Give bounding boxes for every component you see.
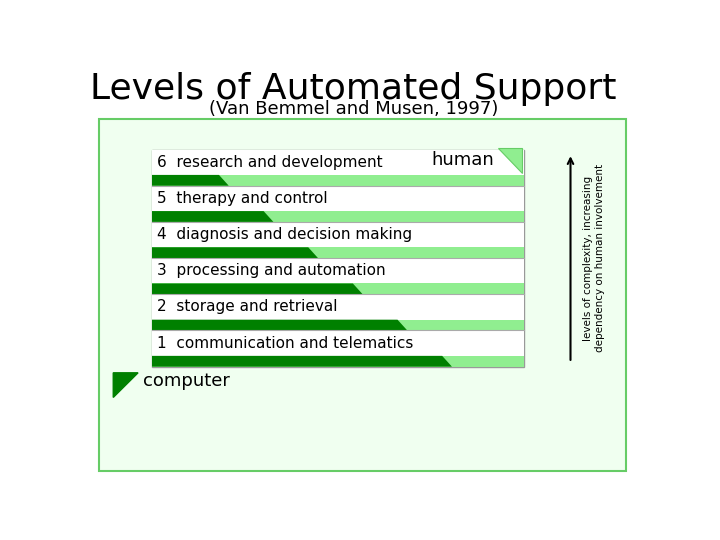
Polygon shape [152, 356, 452, 367]
Polygon shape [152, 247, 318, 258]
FancyBboxPatch shape [152, 258, 524, 284]
Text: 5  therapy and control: 5 therapy and control [157, 191, 328, 206]
Text: human: human [431, 151, 494, 169]
Polygon shape [498, 148, 523, 173]
FancyBboxPatch shape [152, 175, 524, 186]
Text: 4  diagnosis and decision making: 4 diagnosis and decision making [157, 227, 412, 242]
Text: 2  storage and retrieval: 2 storage and retrieval [157, 300, 337, 314]
Text: (Van Bemmel and Musen, 1997): (Van Bemmel and Musen, 1997) [209, 100, 498, 118]
Polygon shape [152, 320, 408, 330]
FancyBboxPatch shape [152, 330, 524, 356]
FancyBboxPatch shape [152, 150, 524, 175]
Text: 6  research and development: 6 research and development [157, 154, 382, 170]
FancyBboxPatch shape [152, 150, 524, 367]
Text: computer: computer [143, 373, 230, 390]
FancyBboxPatch shape [152, 284, 524, 294]
FancyBboxPatch shape [152, 222, 524, 247]
Text: 3  processing and automation: 3 processing and automation [157, 264, 385, 278]
Polygon shape [152, 211, 274, 222]
FancyBboxPatch shape [152, 320, 524, 330]
Polygon shape [152, 175, 229, 186]
FancyBboxPatch shape [99, 119, 626, 471]
Text: Levels of Automated Support: Levels of Automated Support [90, 72, 617, 106]
FancyBboxPatch shape [152, 294, 524, 320]
FancyBboxPatch shape [152, 211, 524, 222]
Text: 1  communication and telematics: 1 communication and telematics [157, 336, 413, 350]
Polygon shape [113, 373, 138, 397]
FancyBboxPatch shape [152, 356, 524, 367]
Polygon shape [152, 284, 363, 294]
FancyBboxPatch shape [152, 186, 524, 211]
FancyBboxPatch shape [152, 247, 524, 258]
Text: levels of complexity, increasing
dependency on human involvement: levels of complexity, increasing depende… [583, 164, 605, 352]
